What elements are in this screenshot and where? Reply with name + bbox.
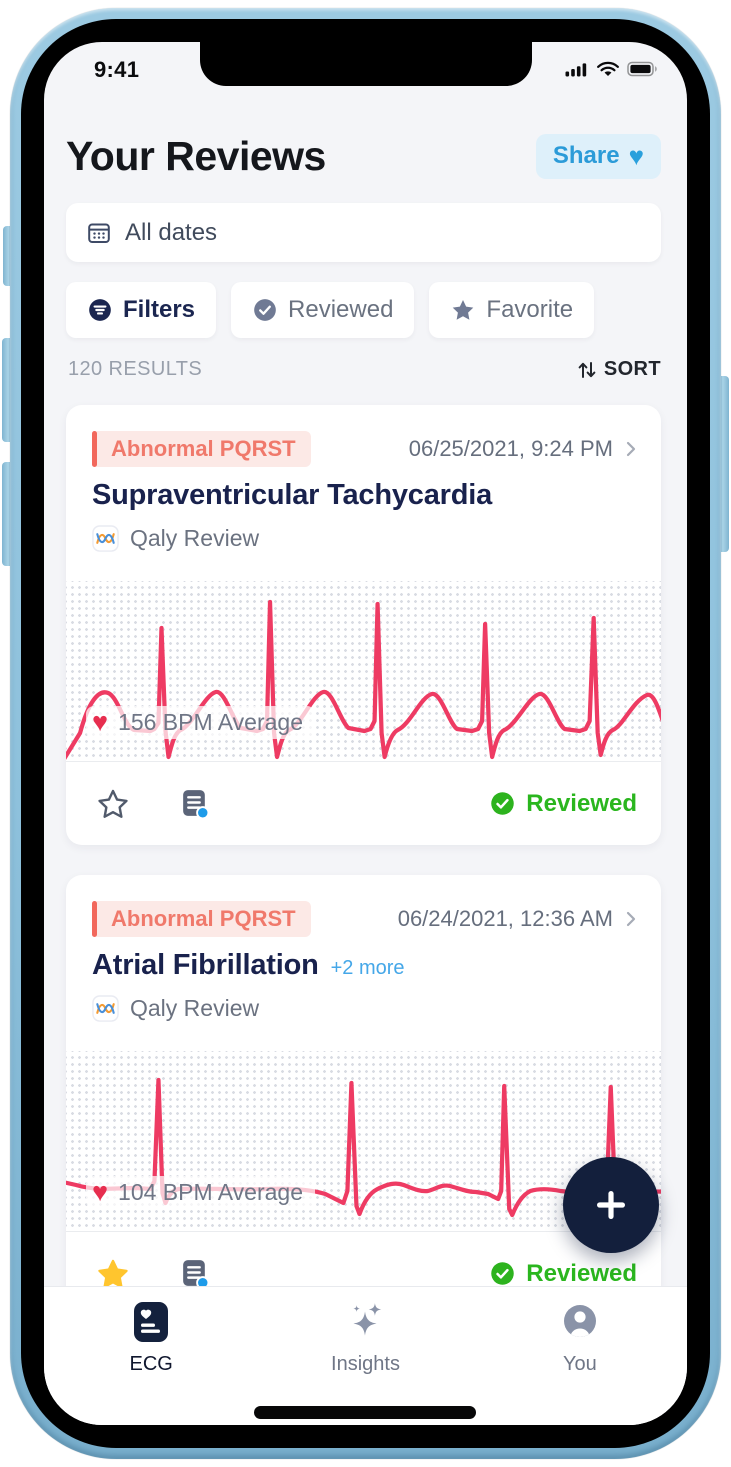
note-button[interactable] [178, 1257, 211, 1290]
heart-icon: ♥ [628, 141, 644, 171]
favorite-chip-label: Favorite [486, 296, 574, 323]
green-check-icon [491, 792, 515, 815]
bottom-tab-bar: ECG Insights You [44, 1286, 687, 1425]
review-source-label: Qaly Review [130, 525, 260, 551]
sort-button[interactable]: SORT [576, 358, 661, 381]
add-ecg-fab[interactable] [563, 1157, 659, 1253]
card-datetime: 06/25/2021, 9:24 PM [409, 436, 641, 462]
heart-icon: ♥ [92, 1177, 109, 1207]
bpm-average-text: 156 BPM Average [118, 709, 304, 735]
notch [200, 42, 532, 86]
heart-icon: ♥ [92, 707, 109, 737]
status-time: 9:41 [94, 57, 140, 82]
sort-label: SORT [603, 358, 661, 380]
reviewed-status-text: Reviewed [526, 1259, 637, 1287]
card-title: Atrial Fibrillation [92, 949, 319, 981]
tab-ecg-label: ECG [129, 1353, 173, 1375]
check-circle-icon [254, 299, 276, 321]
note-button[interactable] [178, 787, 211, 820]
abnormal-badge: Abnormal PQRST [92, 431, 311, 467]
header: Your Reviews Share ♥ [66, 130, 661, 182]
page-title: Your Reviews [66, 132, 326, 179]
mute-switch [3, 226, 14, 286]
filter-chips: Filters Reviewed Favorite [66, 282, 595, 338]
filters-chip-label: Filters [123, 296, 196, 323]
card-title: Supraventricular Tachycardia [92, 479, 493, 511]
more-diagnoses-link[interactable]: +2 more [330, 957, 405, 979]
cellular-signal-icon [565, 63, 587, 77]
reviewed-chip-label: Reviewed [288, 296, 394, 323]
plus-icon [597, 1191, 625, 1219]
ecg-review-card[interactable]: Abnormal PQRST 06/24/2021, 12:36 AM Atri… [66, 875, 661, 1315]
chevron-right-icon [626, 441, 636, 457]
status-icons [565, 61, 659, 77]
reviewed-status-badge: Reviewed [489, 790, 637, 818]
qaly-waves-icon [92, 525, 119, 552]
ecg-strip-chart[interactable]: ♥ 156 BPM Average [66, 581, 661, 761]
tab-insights-label: Insights [331, 1353, 400, 1375]
card-datetime-text: 06/24/2021, 12:36 AM [397, 906, 613, 931]
reviewed-status-text: Reviewed [526, 789, 637, 817]
ecg-card-icon [134, 1302, 169, 1342]
green-check-icon [491, 1262, 515, 1285]
abnormal-badge: Abnormal PQRST [92, 901, 311, 937]
home-indicator[interactable] [254, 1406, 476, 1419]
bpm-average-text: 104 BPM Average [118, 1179, 304, 1205]
card-footer: Reviewed [66, 1231, 661, 1315]
bpm-average-label: ♥ 104 BPM Average [86, 1176, 316, 1209]
reviewed-status-badge: Reviewed [489, 1260, 637, 1288]
person-icon [563, 1305, 596, 1337]
results-count: 120 RESULTS [68, 358, 203, 380]
star-icon [453, 300, 474, 320]
tab-you[interactable]: You [473, 1287, 687, 1425]
wifi-icon [597, 61, 619, 76]
favorite-chip[interactable]: Favorite [429, 282, 595, 338]
card-datetime-text: 06/25/2021, 9:24 PM [408, 436, 613, 461]
ecg-review-card[interactable]: Abnormal PQRST 06/25/2021, 9:24 PM Supra… [66, 405, 661, 845]
tab-ecg[interactable]: ECG [44, 1287, 258, 1425]
review-source-label: Qaly Review [130, 995, 260, 1021]
sparkles-icon [353, 1303, 382, 1336]
review-source: Qaly Review [92, 525, 259, 552]
reviewed-chip[interactable]: Reviewed [231, 282, 415, 338]
battery-icon [627, 61, 657, 77]
filters-chip[interactable]: Filters [66, 282, 217, 338]
share-button[interactable]: Share ♥ [535, 133, 661, 179]
qaly-waves-icon [92, 995, 119, 1022]
calendar-icon [88, 223, 110, 243]
app-screen: 9:41 Your Reviews Share [44, 42, 687, 1425]
bpm-average-label: ♥ 156 BPM Average [86, 706, 316, 739]
tab-you-label: You [562, 1353, 597, 1375]
share-button-label: Share [552, 142, 620, 169]
filter-lines-icon [89, 299, 111, 321]
date-filter-value: All dates [125, 218, 218, 246]
card-datetime: 06/24/2021, 12:36 AM [398, 906, 641, 932]
sort-arrows-icon [578, 361, 596, 378]
note-indicator-dot [196, 806, 210, 820]
favorite-star-button[interactable] [96, 1257, 130, 1291]
chevron-right-icon [626, 911, 636, 927]
tab-insights[interactable]: Insights [258, 1287, 472, 1425]
favorite-star-button[interactable] [96, 787, 130, 821]
card-footer: Reviewed [66, 761, 661, 845]
review-source: Qaly Review [92, 995, 259, 1022]
results-bar: 120 RESULTS SORT [68, 358, 661, 381]
date-filter-field[interactable]: All dates [66, 203, 661, 262]
ecg-strip-chart[interactable]: ♥ 104 BPM Average [66, 1051, 661, 1231]
